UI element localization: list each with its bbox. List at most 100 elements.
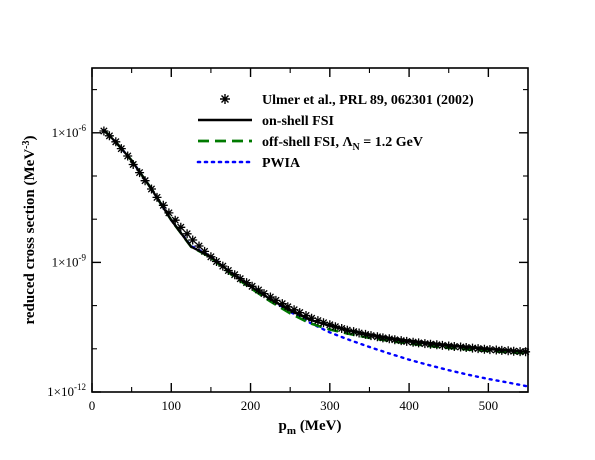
x-tick-label: 400 (399, 398, 419, 413)
data-point (396, 336, 406, 346)
y-axis-title: reduced cross section (MeV-3) (21, 135, 38, 324)
data-point (147, 184, 156, 194)
data-point (128, 160, 138, 169)
data-point (289, 305, 299, 315)
x-tick-label: 100 (162, 398, 182, 413)
data-point (223, 266, 233, 275)
data-point (461, 343, 471, 352)
data-point (372, 332, 382, 342)
data-point (123, 151, 133, 161)
legend-label: PWIA (262, 156, 301, 171)
data-point (384, 334, 394, 344)
data-point (307, 313, 317, 323)
legend-item: Ulmer et al., PRL 89, 062301 (2002) (220, 93, 474, 108)
data-point (491, 345, 501, 355)
data-point (479, 344, 489, 354)
legend-star-marker (220, 94, 230, 104)
plot-frame (91, 67, 529, 393)
data-point (194, 241, 204, 251)
y-tick-label: 1×10-12 (47, 382, 86, 399)
data-point (111, 137, 121, 147)
x-tick-label: 300 (320, 398, 340, 413)
data-point (420, 339, 430, 349)
data-point (158, 200, 168, 210)
legend-item: off-shell FSI, ΛN = 1.2 GeV (198, 135, 423, 153)
data-point (509, 346, 519, 356)
plot-border (91, 67, 529, 393)
legend: Ulmer et al., PRL 89, 062301 (2002) on-sh… (196, 93, 474, 171)
data-point (152, 192, 162, 202)
legend-label: on-shell FSI (262, 114, 334, 129)
data-point (503, 346, 513, 356)
data-point (116, 144, 126, 154)
y-axis: 1×10-6 1×10-9 1×10-12 (47, 89, 528, 399)
data-point (390, 335, 400, 345)
data-point (301, 311, 311, 320)
legend-item: on-shell FSI (198, 114, 334, 129)
data-point (230, 270, 240, 280)
data-point (188, 235, 198, 245)
data-point (104, 131, 114, 141)
data-point (182, 229, 192, 239)
data-point (218, 261, 228, 271)
data-point (277, 299, 287, 309)
data-point (361, 329, 370, 339)
data-point (254, 285, 263, 295)
data-point (325, 320, 335, 330)
data-point (330, 322, 340, 332)
legend-label: Ulmer et al., PRL 89, 062301 (2002) (262, 93, 474, 108)
data-point (449, 342, 459, 351)
data-point (99, 126, 109, 136)
data-point (247, 281, 257, 291)
data-point (271, 295, 281, 305)
data-point (444, 341, 454, 351)
data-point (242, 278, 252, 288)
data-point (402, 336, 412, 346)
data-point (259, 289, 269, 299)
data-point (135, 168, 145, 178)
data-point (337, 324, 347, 333)
data-point (206, 252, 216, 262)
data-point (473, 344, 483, 354)
x-axis: 0 100 200 300 400 500 (89, 68, 498, 413)
data-point (437, 340, 447, 350)
data-point (313, 316, 323, 326)
data-point (265, 292, 275, 302)
data-point (283, 302, 293, 312)
data-point (521, 347, 531, 357)
data-point (295, 308, 305, 318)
y-tick-label: 1×10-9 (52, 252, 87, 269)
series-layer (99, 126, 531, 388)
data-point (200, 246, 210, 256)
data-point (342, 325, 352, 335)
data-point (212, 257, 221, 266)
data-point (468, 343, 477, 353)
data-point (140, 176, 150, 186)
series-line-dashed (102, 129, 528, 355)
data-point (354, 328, 364, 338)
data-point (235, 274, 245, 284)
data-point (515, 347, 525, 357)
data-point (456, 342, 466, 352)
x-tick-label: 200 (241, 398, 261, 413)
x-tick-label: 500 (479, 398, 499, 413)
data-point (319, 318, 328, 328)
data-point (485, 345, 495, 355)
data-point (164, 208, 174, 218)
data-point (366, 331, 376, 341)
data-point (378, 333, 388, 343)
data-point (170, 215, 180, 225)
data-point (349, 327, 359, 337)
legend-item: PWIA (196, 156, 301, 171)
legend-label: off-shell FSI, ΛN = 1.2 GeV (262, 135, 423, 153)
data-point (497, 345, 507, 355)
data-point (176, 222, 186, 232)
x-tick-label: 0 (89, 398, 96, 413)
y-tick-label: 1×10-6 (52, 123, 87, 140)
data-point (432, 340, 442, 350)
data-point (414, 338, 424, 348)
data-point (426, 339, 435, 349)
data-point (408, 337, 418, 347)
x-axis-title: pm (MeV) (279, 418, 342, 437)
